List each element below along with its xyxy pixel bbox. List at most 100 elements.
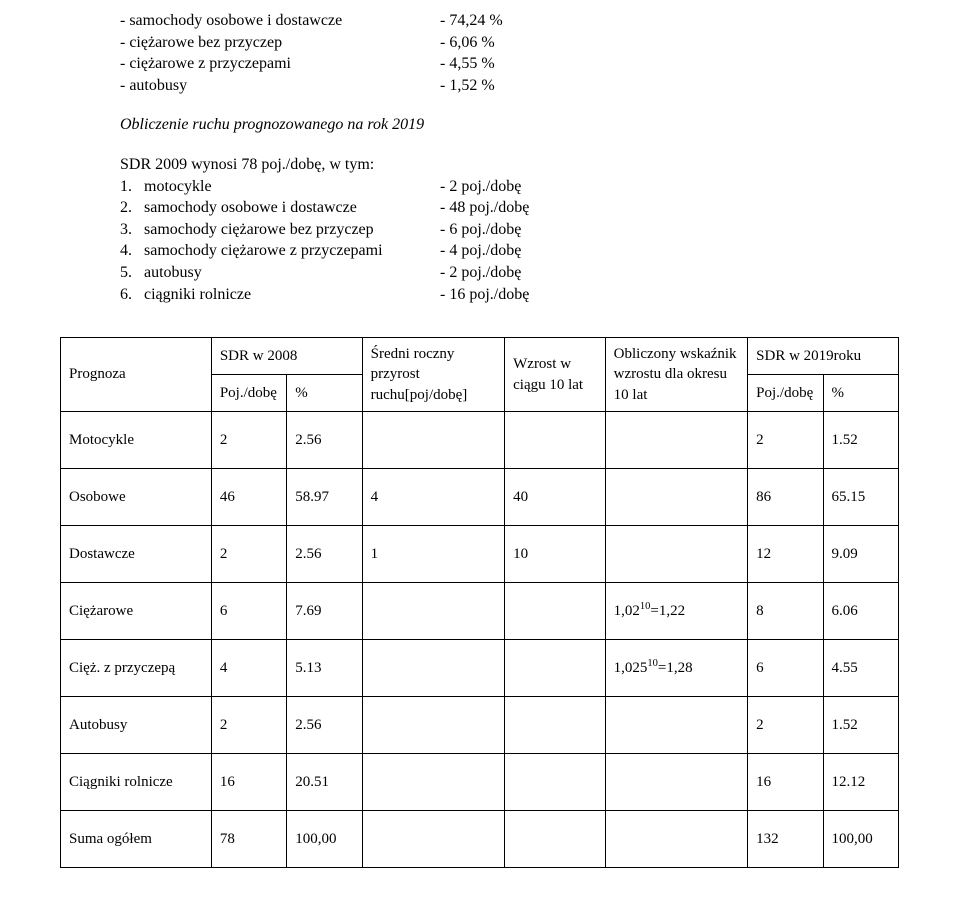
cell: Suma ogółem [61,810,212,867]
list-label: samochody osobowe i dostawcze [144,197,440,219]
numbered-vehicle-list: 1. motocykle - 2 poj./dobę 2. samochody … [60,176,899,306]
cell [505,411,606,468]
list-label: - samochody osobowe i dostawcze [120,10,440,32]
cell: 132 [748,810,823,867]
col-header-avg-growth: Średni roczny przyrost ruchu[poj/dobę] [362,338,504,412]
cell [605,696,747,753]
cell: 12 [748,525,823,582]
table-row: Ciężarowe 6 7.69 1,0210=1,22 8 6.06 [61,582,899,639]
cell [505,582,606,639]
cell: 86 [748,468,823,525]
cell: Osobowe [61,468,212,525]
list-item: - ciężarowe bez przyczep - 6,06 % [120,32,899,54]
cell: 7.69 [287,582,362,639]
table-row: Autobusy 2 2.56 2 1.52 [61,696,899,753]
list-item: 4. samochody ciężarowe z przyczepami - 4… [120,240,899,262]
list-number: 5. [120,262,144,284]
col-header-prognoza: Prognoza [61,338,212,412]
col-header-growth-index: Obliczony wskaźnik wzrostu dla okresu 10… [605,338,747,412]
cell: Motocykle [61,411,212,468]
list-item: 3. samochody ciężarowe bez przyczep - 6 … [120,219,899,241]
list-item: 5. autobusy - 2 poj./dobę [120,262,899,284]
cell [362,639,504,696]
list-value: - 2 poj./dobę [440,176,560,198]
cell: 2 [211,696,286,753]
cell [362,411,504,468]
cell: 20.51 [287,753,362,810]
table-row: Dostawcze 2 2.56 1 10 12 9.09 [61,525,899,582]
list-item: - samochody osobowe i dostawcze - 74,24 … [120,10,899,32]
list-number: 1. [120,176,144,198]
cell [605,411,747,468]
list-item: - ciężarowe z przyczepami - 4,55 % [120,53,899,75]
cell: 46 [211,468,286,525]
cell: 1 [362,525,504,582]
cell: 2 [211,525,286,582]
cell: 8 [748,582,823,639]
list-item: 1. motocykle - 2 poj./dobę [120,176,899,198]
list-number: 6. [120,284,144,306]
list-value: - 74,24 % [440,10,540,32]
cell: 6 [748,639,823,696]
cell [362,582,504,639]
document-page: - samochody osobowe i dostawcze - 74,24 … [0,0,959,898]
list-label: - ciężarowe bez przyczep [120,32,440,54]
table-row: Ciągniki rolnicze 16 20.51 16 12.12 [61,753,899,810]
list-item: 6. ciągniki rolnicze - 16 poj./dobę [120,284,899,306]
list-label: samochody ciężarowe z przyczepami [144,240,440,262]
cell: 16 [211,753,286,810]
col-subheader-pct-2008: % [287,375,362,412]
cell: 4.55 [823,639,898,696]
cell: Ciągniki rolnicze [61,753,212,810]
cell: 2.56 [287,525,362,582]
cell: 6 [211,582,286,639]
table-row: Osobowe 46 58.97 4 40 86 65.15 [61,468,899,525]
list-item: - autobusy - 1,52 % [120,75,899,97]
table-row-sum: Suma ogółem 78 100,00 132 100,00 [61,810,899,867]
cell: 2.56 [287,411,362,468]
cell: Ciężarowe [61,582,212,639]
cell: 1,0210=1,22 [605,582,747,639]
cell: 2.56 [287,696,362,753]
table-row: Cięż. z przyczepą 4 5.13 1,02510=1,28 6 … [61,639,899,696]
vehicle-share-list: - samochody osobowe i dostawcze - 74,24 … [60,10,899,96]
cell [505,753,606,810]
cell: 2 [748,411,823,468]
cell: 58.97 [287,468,362,525]
cell: 40 [505,468,606,525]
list-value: - 4,55 % [440,53,540,75]
col-header-sdr2008: SDR w 2008 [211,338,362,375]
cell: 1,02510=1,28 [605,639,747,696]
cell: 5.13 [287,639,362,696]
cell: 4 [211,639,286,696]
cell: 2 [211,411,286,468]
col-subheader-pojdobe-2019: Poj./dobę [748,375,823,412]
list-number: 4. [120,240,144,262]
col-subheader-pojdobe-2008: Poj./dobę [211,375,286,412]
forecast-table: Prognoza SDR w 2008 Średni roczny przyro… [60,337,899,868]
list-label: autobusy [144,262,440,284]
list-label: - autobusy [120,75,440,97]
list-value: - 6 poj./dobę [440,219,560,241]
list-value: - 16 poj./dobę [440,284,560,306]
list-label: samochody ciężarowe bez przyczep [144,219,440,241]
cell: 6.06 [823,582,898,639]
list-value: - 6,06 % [440,32,540,54]
cell: 1.52 [823,411,898,468]
col-subheader-pct-2019: % [823,375,898,412]
list-number: 3. [120,219,144,241]
col-header-sdr2019: SDR w 2019roku [748,338,899,375]
section-subheading: Obliczenie ruchu prognozowanego na rok 2… [60,114,899,136]
cell: 78 [211,810,286,867]
table-row: Motocykle 2 2.56 2 1.52 [61,411,899,468]
list-value: - 2 poj./dobę [440,262,560,284]
list-value: - 4 poj./dobę [440,240,560,262]
cell [505,639,606,696]
col-header-10yr-growth: Wzrost w ciągu 10 lat [505,338,606,412]
list-label: ciągniki rolnicze [144,284,440,306]
cell: 9.09 [823,525,898,582]
cell: 16 [748,753,823,810]
list-item: 2. samochody osobowe i dostawcze - 48 po… [120,197,899,219]
cell [605,810,747,867]
list-value: - 1,52 % [440,75,540,97]
